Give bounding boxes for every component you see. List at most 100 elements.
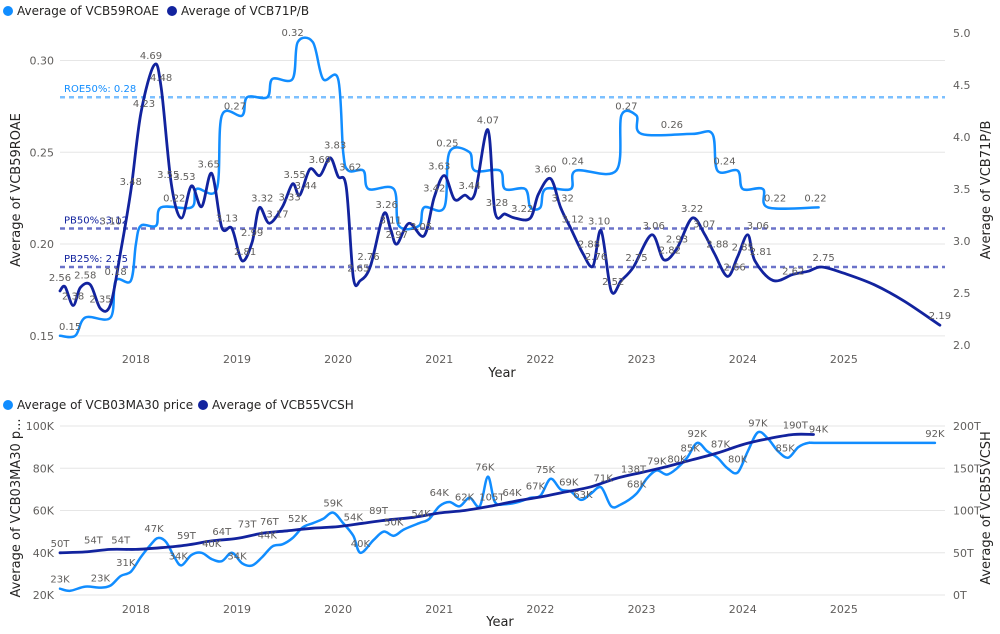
chart2-right-tick: 150T bbox=[953, 462, 981, 475]
chart1-series-1-data-label: 2.76 bbox=[357, 252, 379, 263]
legend-dot-price[interactable] bbox=[3, 400, 13, 410]
chart1-series-0-data-label: 0.22 bbox=[804, 193, 826, 204]
chart2-series-1-data-label: 59T bbox=[177, 531, 197, 542]
chart2-series-0-data-label: 23K bbox=[50, 575, 70, 586]
chart2-series-0-data-label: 23K bbox=[91, 574, 111, 585]
chart1-x-tick: 2022 bbox=[526, 353, 554, 366]
chart1-series-1-data-label: 2.58 bbox=[74, 271, 96, 282]
chart1-series-1-data-label: 2.88 bbox=[706, 239, 728, 250]
chart2-legend: Average of VCB03MA30 price Average of VC… bbox=[3, 398, 354, 412]
chart2-series-0-data-label: 92K bbox=[925, 429, 945, 440]
chart1-left-tick: 0.25 bbox=[30, 146, 55, 159]
chart1-series-1-data-label: 3.22 bbox=[511, 204, 533, 215]
chart2-series-1-data-label: 73T bbox=[238, 519, 258, 530]
chart2-series-0-data-label: 50K bbox=[384, 518, 404, 529]
chart2-x-tick: 2019 bbox=[223, 603, 251, 616]
chart1-gridlines bbox=[60, 60, 945, 337]
chart2-x-tick: 2018 bbox=[122, 603, 150, 616]
chart1-series-1-data-label: 3.05 bbox=[410, 222, 432, 233]
chart2-series-0-data-label: 59K bbox=[323, 499, 343, 510]
chart2-series-0-data-label: 40K bbox=[202, 539, 222, 550]
chart2-data-labels: 23K 23K 31K 47K 34K 40K 34K 44K 59K 40K 50K 54K 64K 6… bbox=[50, 418, 945, 585]
chart2-series-1-data-label: 50T bbox=[51, 539, 71, 550]
chart2-series-0-data-label: 85K bbox=[680, 444, 700, 455]
chart2-x-axis-title: Year bbox=[485, 615, 514, 630]
chart2-series-0-data-label: 80K bbox=[728, 454, 748, 465]
chart2-right-axis-title: Average of VCB55VCSH bbox=[979, 431, 994, 585]
chart1-series-0-data-label: 0.22 bbox=[764, 193, 786, 204]
chart2-series-1-data-label: 89T bbox=[369, 506, 389, 517]
chart1-series-1-data-label: 2.75 bbox=[812, 253, 834, 264]
chart1-series-1-data-label: 3.12 bbox=[562, 215, 584, 226]
chart1-series-1-data-label: 3.33 bbox=[278, 193, 300, 204]
chart2-series-0-data-label: 80K bbox=[667, 454, 687, 465]
chart2-series-0-data-label: 31K bbox=[116, 558, 136, 569]
chart1-series-1-data-label: 2.97 bbox=[386, 230, 408, 241]
legend-label-roae[interactable]: Average of VCB59ROAE bbox=[17, 4, 159, 18]
legend-dot-roae[interactable] bbox=[3, 6, 13, 16]
chart2-right-tick: 100T bbox=[953, 505, 981, 518]
chart1-right-tick: 2.0 bbox=[953, 339, 971, 352]
chart1-series-1-data-label: 3.63 bbox=[428, 161, 450, 172]
chart2-x-tick: 2023 bbox=[628, 603, 656, 616]
chart1-series-1-data-label: 3.06 bbox=[747, 221, 769, 232]
chart2-series-0-line[interactable] bbox=[58, 430, 937, 593]
chart2-series-0-data-label: 34K bbox=[227, 551, 247, 562]
chart1-left-tick: 0.20 bbox=[30, 238, 55, 251]
chart1-series-0-line[interactable] bbox=[58, 36, 820, 339]
chart1-series-1-data-label: 3.26 bbox=[376, 200, 398, 211]
chart1-series-1-data-label: 2.65 bbox=[347, 263, 369, 274]
chart2-series-0-data-label: 85K bbox=[776, 444, 796, 455]
chart2-series-0-data-label: 75K bbox=[536, 465, 556, 476]
chart1-series-1-data-label: 2.85 bbox=[732, 243, 754, 254]
chart1-series-1-line[interactable] bbox=[58, 62, 942, 327]
legend-label-equity[interactable]: Average of VCB55VCSH bbox=[212, 398, 354, 412]
chart1-right-tick: 2.5 bbox=[953, 287, 971, 300]
chart1-series-0-data-label: 0.27 bbox=[615, 102, 637, 113]
chart1-series-1-data-label: 3.62 bbox=[339, 163, 361, 174]
chart2-series-1-line[interactable] bbox=[58, 432, 815, 555]
chart1-series-1-data-label: 3.55 bbox=[157, 170, 179, 181]
chart2-series-0-data-label: 92K bbox=[688, 429, 708, 440]
chart1-series-1-data-label: 2.75 bbox=[625, 253, 647, 264]
chart1-series-0-data-label: 0.27 bbox=[224, 102, 246, 113]
chart2-series-0-data-label: 64K bbox=[430, 488, 450, 499]
chart1-x-tick: 2019 bbox=[223, 353, 251, 366]
chart2-right-tick: 50T bbox=[953, 547, 974, 560]
chart1-reference-lines: ROE50%: 0.28 PB50%: 3.12 PB25%: 2.75 bbox=[60, 84, 945, 269]
legend-dot-pb[interactable] bbox=[167, 6, 177, 16]
chart1-series-1-data-label: 3.06 bbox=[643, 221, 665, 232]
chart1-x-tick: 2020 bbox=[324, 353, 352, 366]
roe-pb-chart: Average of VCB59ROAE Average of VCB71P/B… bbox=[3, 4, 994, 381]
chart2-series-1-data-label: 54T bbox=[111, 535, 131, 546]
chart2-gridlines bbox=[60, 425, 945, 596]
chart1-series-1-data-label: 3.13 bbox=[216, 213, 238, 224]
chart1-right-tick: 5.0 bbox=[953, 27, 971, 40]
chart2-series-1-data-label: 64T bbox=[212, 527, 232, 538]
chart1-left-axis-title: Average of VCB59ROAE bbox=[9, 113, 24, 267]
legend-label-pb[interactable]: Average of VCB71P/B bbox=[181, 4, 309, 18]
chart1-series-1-data-label: 2.19 bbox=[929, 311, 951, 322]
chart1-series-1-data-label: 2.82 bbox=[659, 246, 681, 257]
chart1-series-0-data-label: 0.24 bbox=[713, 157, 735, 168]
chart1-right-tick: 4.5 bbox=[953, 79, 971, 92]
chart1-series-1-data-label: 2.52 bbox=[602, 277, 624, 288]
chart2-series-1-data-label: 190T bbox=[783, 420, 809, 431]
chart1-right-tick: 4.0 bbox=[953, 131, 971, 144]
chart2-series-0-data-label: 62K bbox=[455, 492, 475, 503]
legend-dot-equity[interactable] bbox=[198, 400, 208, 410]
chart1-series-1-data-label: 2.62 bbox=[782, 267, 804, 278]
chart1-x-tick: 2023 bbox=[628, 353, 656, 366]
chart2-series-0-data-label: 94K bbox=[809, 425, 829, 436]
chart2-series-0-data-label: 44K bbox=[258, 530, 278, 541]
chart1-series-1-data-label: 4.48 bbox=[150, 73, 172, 84]
chart1-reference-label: PB50%: 3.12 bbox=[64, 216, 128, 227]
chart1-series-0-data-label: 0.15 bbox=[59, 322, 81, 333]
chart2-left-tick: 60K bbox=[33, 505, 55, 518]
legend-label-price[interactable]: Average of VCB03MA30 price bbox=[17, 398, 193, 412]
chart1-series-1-data-label: 3.22 bbox=[681, 204, 703, 215]
chart2-series-0-data-label: 34K bbox=[169, 551, 189, 562]
chart2-x-tick: 2022 bbox=[526, 603, 554, 616]
chart2-series-1-data-label: 105T bbox=[479, 492, 505, 503]
chart1-series-1-data-label: 3.69 bbox=[309, 155, 331, 166]
